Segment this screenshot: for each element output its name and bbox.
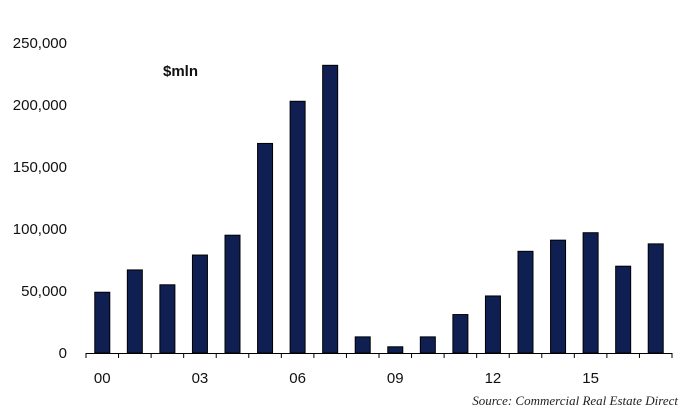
bar-06 bbox=[289, 100, 306, 354]
x-tick-label: 03 bbox=[192, 370, 209, 387]
bar-16 bbox=[615, 265, 632, 354]
bar-14 bbox=[550, 239, 567, 354]
y-tick-label: 150,000 bbox=[13, 159, 67, 176]
bar-05 bbox=[257, 142, 274, 354]
x-tick-label: 00 bbox=[94, 370, 111, 387]
y-axis-ticks: 0 50,000 100,000 150,000 200,000 250,000 bbox=[13, 35, 67, 362]
y-tick-label: 0 bbox=[59, 345, 67, 362]
bar-15 bbox=[582, 232, 599, 354]
bar-11 bbox=[452, 314, 469, 354]
bar-09 bbox=[387, 346, 404, 354]
source-label: Source: Commercial Real Estate Direct bbox=[472, 393, 678, 408]
bar-13 bbox=[517, 250, 534, 354]
bar-00 bbox=[94, 291, 111, 354]
x-tick-label: 09 bbox=[387, 370, 404, 387]
bar-02 bbox=[159, 284, 176, 354]
bar-17 bbox=[647, 243, 664, 354]
x-tick-label: 06 bbox=[289, 370, 306, 387]
x-axis-ticks: 00 03 06 09 12 15 bbox=[85, 353, 673, 387]
y-tick-label: 50,000 bbox=[21, 283, 67, 300]
y-tick-label: 200,000 bbox=[13, 97, 67, 114]
bar-10 bbox=[419, 336, 436, 354]
x-tick-label: 12 bbox=[485, 370, 502, 387]
bar-08 bbox=[354, 336, 371, 354]
bar-12 bbox=[484, 295, 501, 354]
bar-04 bbox=[224, 234, 241, 354]
x-tick-label: 15 bbox=[582, 370, 599, 387]
bar-01 bbox=[126, 269, 143, 354]
unit-label: $mln bbox=[163, 63, 198, 80]
y-tick-label: 250,000 bbox=[13, 35, 67, 52]
bar-03 bbox=[191, 254, 208, 354]
y-tick-label: 100,000 bbox=[13, 221, 67, 238]
bars bbox=[94, 64, 664, 354]
bar-07 bbox=[322, 64, 339, 354]
